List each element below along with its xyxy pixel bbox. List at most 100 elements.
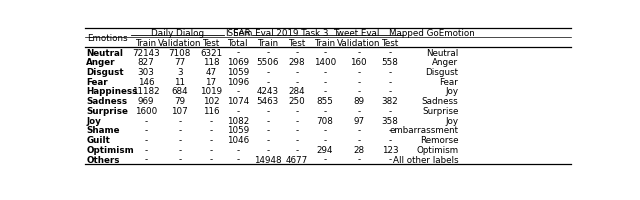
Text: Mapped GoEmotion: Mapped GoEmotion [388,29,474,38]
Text: Anger: Anger [433,58,458,67]
Text: -: - [295,126,298,135]
Text: 160: 160 [351,58,367,67]
Text: -: - [209,116,212,125]
Text: -: - [236,145,239,154]
Text: 72143: 72143 [132,48,160,57]
Text: 1069: 1069 [227,58,249,67]
Text: Daily Dialog: Daily Dialog [150,29,204,38]
Text: 1074: 1074 [227,97,249,106]
Text: 294: 294 [317,145,333,154]
Text: Test: Test [288,39,305,48]
Text: 969: 969 [138,97,154,106]
Text: 123: 123 [381,145,398,154]
Text: Remorse: Remorse [420,135,458,144]
Text: Optimism: Optimism [86,145,134,154]
Text: Shame: Shame [86,126,120,135]
Text: -: - [323,155,326,164]
Text: 146: 146 [138,77,154,86]
Text: Anger: Anger [86,58,116,67]
Text: -: - [323,135,326,144]
Text: 4677: 4677 [285,155,308,164]
Text: 4243: 4243 [257,87,279,96]
Text: -: - [266,145,269,154]
Text: 28: 28 [353,145,364,154]
Text: ISEAR: ISEAR [225,29,251,38]
Text: -: - [388,68,392,77]
Text: -: - [357,106,360,115]
Text: 358: 358 [381,116,399,125]
Text: -: - [323,77,326,86]
Text: -: - [145,135,148,144]
Text: -: - [266,48,269,57]
Text: Fear: Fear [86,77,108,86]
Text: embarrassment: embarrassment [390,126,458,135]
Text: 107: 107 [172,106,188,115]
Text: -: - [357,48,360,57]
Text: -: - [295,116,298,125]
Text: -: - [145,155,148,164]
Text: Disgust: Disgust [86,68,124,77]
Text: -: - [209,145,212,154]
Text: 11: 11 [174,77,185,86]
Text: -: - [295,68,298,77]
Text: Test: Test [381,39,399,48]
Text: 102: 102 [203,97,220,106]
Text: -: - [357,77,360,86]
Text: 250: 250 [289,97,305,106]
Text: -: - [388,48,392,57]
Text: Sem Eval 2019 Task 3: Sem Eval 2019 Task 3 [233,29,328,38]
Text: -: - [388,77,392,86]
Text: 116: 116 [203,106,219,115]
Text: -: - [295,145,298,154]
Text: 1082: 1082 [227,116,249,125]
Text: 1059: 1059 [227,126,249,135]
Text: -: - [295,77,298,86]
Text: -: - [388,135,392,144]
Text: 684: 684 [172,87,188,96]
Text: -: - [388,126,392,135]
Text: -: - [178,155,181,164]
Text: 79: 79 [174,97,185,106]
Text: Validation: Validation [158,39,202,48]
Text: 5463: 5463 [257,97,279,106]
Text: Happiness: Happiness [86,87,138,96]
Text: Total: Total [227,39,248,48]
Text: 708: 708 [317,116,333,125]
Text: Joy: Joy [86,116,101,125]
Text: -: - [209,126,212,135]
Text: -: - [145,145,148,154]
Text: -: - [323,87,326,96]
Text: -: - [388,155,392,164]
Text: Joy: Joy [445,87,458,96]
Text: 3: 3 [177,68,182,77]
Text: 1400: 1400 [314,58,336,67]
Text: 47: 47 [205,68,216,77]
Text: 855: 855 [317,97,333,106]
Text: 7108: 7108 [168,48,191,57]
Text: -: - [266,77,269,86]
Text: Sadness: Sadness [86,97,127,106]
Text: -: - [266,126,269,135]
Text: 77: 77 [174,58,186,67]
Text: -: - [295,48,298,57]
Text: -: - [266,68,269,77]
Text: -: - [236,106,239,115]
Text: -: - [357,68,360,77]
Text: -: - [236,87,239,96]
Text: -: - [178,145,181,154]
Text: Validation: Validation [337,39,381,48]
Text: -: - [357,155,360,164]
Text: -: - [323,68,326,77]
Text: -: - [178,126,181,135]
Text: -: - [323,126,326,135]
Text: Optimism: Optimism [417,145,458,154]
Text: -: - [323,106,326,115]
Text: -: - [178,135,181,144]
Text: Train: Train [257,39,278,48]
Text: 1046: 1046 [227,135,249,144]
Text: -: - [266,116,269,125]
Text: 14948: 14948 [254,155,282,164]
Text: -: - [295,106,298,115]
Text: Test: Test [202,39,220,48]
Text: 118: 118 [203,58,220,67]
